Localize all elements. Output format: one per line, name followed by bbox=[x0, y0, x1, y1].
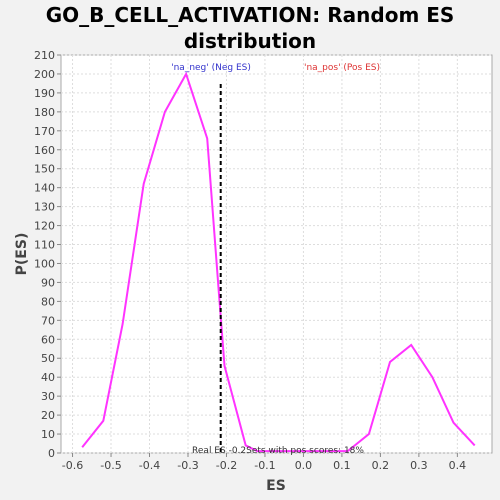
y-tick-label: 0 bbox=[48, 447, 55, 460]
y-axis-ticks: 0 10 20 30 40 50 60 70 80 90 100 110 120 130 140 150 160… bbox=[34, 49, 61, 460]
x-tick-label: -0.5 bbox=[100, 459, 121, 472]
y-tick-label: 140 bbox=[34, 182, 55, 195]
y-tick-label: 200 bbox=[34, 68, 55, 81]
chart-title-line-1: GO_B_CELL_ACTIVATION: Random ES bbox=[45, 3, 455, 27]
x-axis-label: ES bbox=[266, 478, 286, 494]
y-tick-label: 100 bbox=[34, 257, 55, 270]
y-tick-label: 50 bbox=[41, 352, 55, 365]
y-tick-label: 210 bbox=[34, 49, 55, 62]
chart-title-line-2: distribution bbox=[183, 29, 317, 53]
x-axis-ticks: -0.6 -0.5 -0.4 -0.3 -0.2 -0.1 0.0 0.1 0.2 0.3 0.4 bbox=[62, 453, 466, 472]
y-tick-label: 190 bbox=[34, 87, 55, 100]
y-tick-label: 180 bbox=[34, 106, 55, 119]
series-group bbox=[81, 71, 476, 453]
x-tick-label: 0.4 bbox=[449, 459, 467, 472]
y-tick-label: 110 bbox=[34, 239, 55, 252]
x-tick-label: 0.1 bbox=[333, 459, 351, 472]
legend-pos-label: 'na_pos' (Pos ES) bbox=[304, 63, 380, 73]
y-tick-label: 120 bbox=[34, 220, 55, 233]
es-distribution-line bbox=[81, 71, 476, 453]
x-tick-label: -0.1 bbox=[254, 459, 275, 472]
x-tick-label: 0.3 bbox=[410, 459, 428, 472]
y-axis-label: P(ES) bbox=[14, 233, 30, 276]
x-tick-label: -0.2 bbox=[216, 459, 237, 472]
y-tick-label: 90 bbox=[41, 276, 55, 289]
legend-neg-label: 'na_neg' (Neg ES) bbox=[171, 63, 251, 73]
chart-title: GO_B_CELL_ACTIVATION: Random ES distribu… bbox=[0, 2, 500, 54]
y-tick-label: 160 bbox=[34, 144, 55, 157]
y-tick-label: 20 bbox=[41, 409, 55, 422]
y-tick-label: 170 bbox=[34, 125, 55, 138]
x-tick-label: 0.0 bbox=[295, 459, 313, 472]
x-tick-label: -0.4 bbox=[139, 459, 160, 472]
y-tick-label: 40 bbox=[41, 371, 55, 384]
x-tick-label: 0.2 bbox=[372, 459, 390, 472]
y-tick-label: 10 bbox=[41, 428, 55, 441]
y-tick-label: 70 bbox=[41, 314, 55, 327]
y-tick-label: 30 bbox=[41, 390, 55, 403]
x-tick-label: -0.6 bbox=[62, 459, 83, 472]
y-tick-label: 150 bbox=[34, 163, 55, 176]
x-tick-label: -0.3 bbox=[177, 459, 198, 472]
plot-area bbox=[60, 54, 493, 454]
y-tick-label: 60 bbox=[41, 333, 55, 346]
y-tick-label: 80 bbox=[41, 295, 55, 308]
y-tick-label: 130 bbox=[34, 201, 55, 214]
real-es-annotation: Real ES -0.2Sets with pos scores: 18% bbox=[192, 446, 364, 456]
